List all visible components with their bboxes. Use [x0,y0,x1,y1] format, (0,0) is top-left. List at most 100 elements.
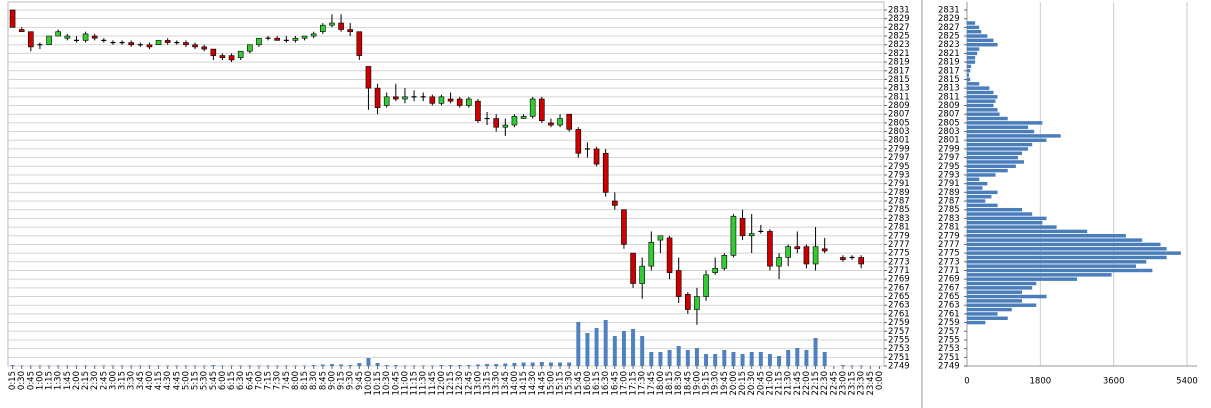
profile-bar [967,112,1000,116]
candle-body [301,35,308,39]
x-tick-label: 11:45 [428,371,438,396]
volume-bar [74,365,79,366]
y-tick-label: 2781 [888,223,910,233]
y-tick-label: 2779 [938,231,960,241]
volume-bar [375,363,380,366]
volume-bar [10,365,15,366]
x-tick-label: 11:15 [410,371,420,396]
profile-bar [967,69,971,73]
profile-bar [967,129,1035,134]
x-tick-label: 5:00 [181,371,191,390]
candle-body [82,33,89,41]
candle-body [502,124,509,128]
volume-bar [758,352,763,366]
profile-bar [967,47,980,51]
volume-bar [767,354,772,366]
candle-body [776,257,782,267]
y-tick-label: 2761 [938,309,960,319]
candle-body [785,246,791,258]
candle-body [155,40,162,46]
y-tick-label: 2831 [938,6,960,16]
x-tick-label: 16:00 [583,371,593,396]
x-tick-label: 13:00 [473,371,483,396]
volume-bar [840,365,845,366]
y-tick-label: 2805 [938,118,960,128]
volume-bar [859,365,864,366]
x-tick-label: 20:15 [738,371,748,396]
x-tick-label: 12:45 [464,371,474,396]
profile-bar [967,77,971,82]
profile-bar [967,173,996,177]
y-tick-label: 2815 [888,75,910,85]
volume-bar [512,363,517,366]
x-tick-label: 9:00 [327,371,337,390]
x-tick-label: 2:15 [81,371,91,390]
candle-body [274,37,280,41]
x-tick-label: 3:30 [127,371,137,390]
x-tick-label: 23:15 [848,371,858,396]
candle-body [228,55,235,61]
y-tick-label: 2825 [938,32,960,42]
y-tick-label: 2751 [938,353,960,363]
candle-body [812,246,819,265]
volume-bar [247,365,252,366]
candle-body [520,116,527,119]
volume-bar [704,354,709,366]
volume-bar [822,352,827,366]
profile-bar [967,168,1008,173]
profile-bar [967,286,1033,290]
volume-bar [485,364,490,366]
volume-bar [585,333,590,366]
candle-body [648,241,655,267]
candle-body [210,48,217,56]
x-tick-label: 4:30 [163,371,173,390]
candle-body [675,270,682,297]
x-tick-label: 22:00 [802,371,812,396]
x-tick-label: 3:00 [108,371,118,390]
x-tick-label: 19:00 [692,371,702,396]
volume-bar [795,348,800,366]
candle-body [767,231,773,267]
x-tick-label: 20:00 [729,371,739,396]
volume-bar [466,365,471,366]
volume-bar [211,365,216,366]
x-tick-label: 12:15 [446,371,456,396]
x-tick-label: 1800 [1030,377,1052,387]
x-tick-label: 22:30 [820,371,830,396]
y-tick-label: 2749 [888,362,910,372]
volume-bar [284,365,289,366]
profile-bar [967,203,998,208]
profile-bar [967,86,990,90]
candle-body [447,98,454,102]
y-tick-label: 2795 [938,162,960,172]
x-tick-label: 12:30 [455,371,465,396]
profile-bar [967,142,1033,147]
volume-bar [521,362,526,366]
profile-bar [967,225,1057,229]
x-tick-label: 5400 [1176,377,1198,387]
profile-bar [967,260,1147,264]
y-tick-label: 2781 [938,223,960,233]
y-tick-label: 2809 [888,101,910,111]
y-tick-label: 2765 [938,292,960,302]
volume-bar [548,362,553,366]
y-tick-label: 2831 [888,6,910,16]
candle-body [201,46,207,50]
candle-body [739,218,746,237]
profile-bar [967,281,1037,286]
volume-bar [83,365,88,366]
candle-body [511,116,518,126]
candle-body [858,257,864,265]
profile-bar [967,273,1112,277]
volume-bar [676,346,681,366]
volume-bar [56,365,61,366]
y-tick-label: 2763 [938,301,960,311]
y-tick-label: 2749 [938,362,960,372]
candle-body [55,31,61,37]
volume-bar [202,365,207,366]
x-tick-label: 23:30 [857,371,867,396]
y-tick-label: 2789 [888,188,910,198]
profile-bar [967,268,1153,273]
y-tick-label: 2769 [888,275,910,285]
x-tick-label: 5:45 [209,371,219,390]
